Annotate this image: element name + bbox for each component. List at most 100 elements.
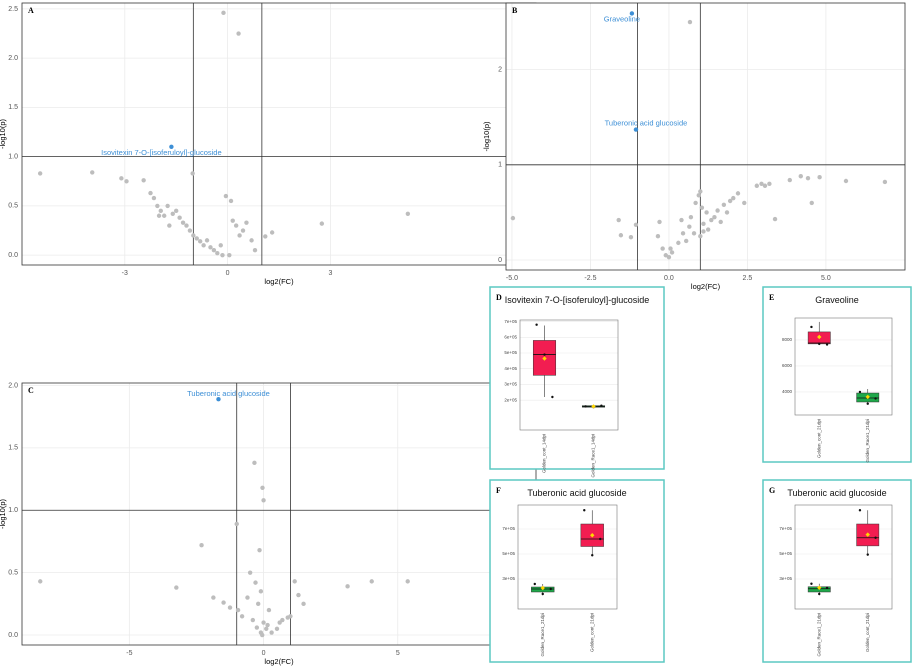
x-tick-label: Golden_Race1_14dpi <box>591 434 596 478</box>
chart-title: Isovitexin 7-O-[isoferuloyl]-glucoside <box>504 295 650 305</box>
point <box>201 243 206 248</box>
y-tick-label: 0.5 <box>8 203 18 210</box>
y-tick-label: 4000 <box>782 389 793 394</box>
point <box>221 600 226 605</box>
y-tick-label: 1 <box>498 162 502 169</box>
point <box>170 211 175 216</box>
y-tick-label: 4e+05 <box>504 366 517 371</box>
point <box>37 171 43 176</box>
point <box>191 233 196 238</box>
highlight-label: Graveoline <box>604 14 640 23</box>
point <box>258 589 264 594</box>
point <box>301 601 306 607</box>
point <box>184 223 189 228</box>
point <box>148 190 153 196</box>
point <box>174 208 179 214</box>
point <box>767 181 772 187</box>
point <box>679 217 684 223</box>
point <box>754 183 760 188</box>
point <box>155 203 160 209</box>
point <box>680 231 686 236</box>
data-point <box>818 592 821 596</box>
point <box>698 234 703 239</box>
point <box>252 248 258 253</box>
y-tick-label: 2.0 <box>8 55 18 62</box>
point <box>759 181 764 187</box>
title-box: Graveoline <box>815 295 859 305</box>
y-tick-label: 7e+05 <box>779 526 792 531</box>
point <box>240 228 246 233</box>
mean-marker <box>865 394 870 400</box>
y-tick-label: 0.5 <box>8 569 18 576</box>
point <box>119 176 124 181</box>
y-tick-label: 3e+05 <box>779 576 792 581</box>
data-point <box>551 395 554 399</box>
x-axis-title: log2(FC) <box>691 282 721 291</box>
mean-marker <box>817 585 822 590</box>
point <box>233 223 239 228</box>
point <box>252 460 257 466</box>
point <box>688 214 694 220</box>
point <box>227 252 232 258</box>
y-tick-label: 7e+05 <box>502 526 515 531</box>
point <box>162 213 167 218</box>
plot-border <box>519 319 619 431</box>
data-point <box>600 404 603 407</box>
mean-marker <box>817 334 822 340</box>
data-point <box>533 582 536 586</box>
plot-border <box>794 317 893 416</box>
point <box>235 607 241 613</box>
y-tick-label: 0 <box>498 257 502 264</box>
data-point <box>535 323 538 326</box>
point <box>260 632 265 638</box>
y-tick-label: 5e+05 <box>504 350 517 355</box>
point <box>257 547 262 553</box>
point <box>211 248 217 253</box>
x-tick-label: Golden_Race1_21dpi <box>540 613 545 657</box>
y-tick-label: 1.5 <box>8 445 18 452</box>
plot-border <box>505 2 906 271</box>
y-axis-title: -log10(p) <box>482 121 491 152</box>
data-point <box>599 537 602 541</box>
y-tick-label: 0.0 <box>8 252 18 259</box>
highlight-point <box>169 144 174 150</box>
point <box>211 595 216 600</box>
point <box>228 198 234 204</box>
mean-marker <box>542 356 547 361</box>
point <box>194 236 199 241</box>
point <box>705 227 711 232</box>
point <box>660 246 665 251</box>
data-point <box>591 554 594 557</box>
point <box>296 592 301 598</box>
y-tick-label: 3e+05 <box>502 576 515 581</box>
plot-background <box>506 3 905 270</box>
point <box>666 254 672 260</box>
point <box>742 200 747 206</box>
y-tick-label: 5e+05 <box>779 551 792 556</box>
point <box>230 218 235 223</box>
panel-letter: E <box>769 293 774 302</box>
point <box>691 231 697 236</box>
point <box>809 200 814 206</box>
point <box>709 217 714 223</box>
point <box>227 605 233 610</box>
x-tick-label: -2.5 <box>584 275 596 282</box>
data-point <box>818 342 821 346</box>
y-tick-label: 6e+05 <box>504 334 517 339</box>
point <box>882 179 888 185</box>
point <box>158 208 163 214</box>
point <box>263 234 268 239</box>
x-tick-label: 5.0 <box>821 275 831 282</box>
point <box>405 579 410 584</box>
point <box>221 10 226 16</box>
point <box>698 189 703 194</box>
point <box>731 195 736 201</box>
point <box>249 238 254 243</box>
point <box>805 175 811 181</box>
y-tick-label: 7e+05 <box>504 319 517 324</box>
y-tick-label: 1.0 <box>8 153 18 160</box>
point <box>255 601 261 607</box>
point <box>319 221 325 226</box>
mean-marker <box>590 533 595 538</box>
